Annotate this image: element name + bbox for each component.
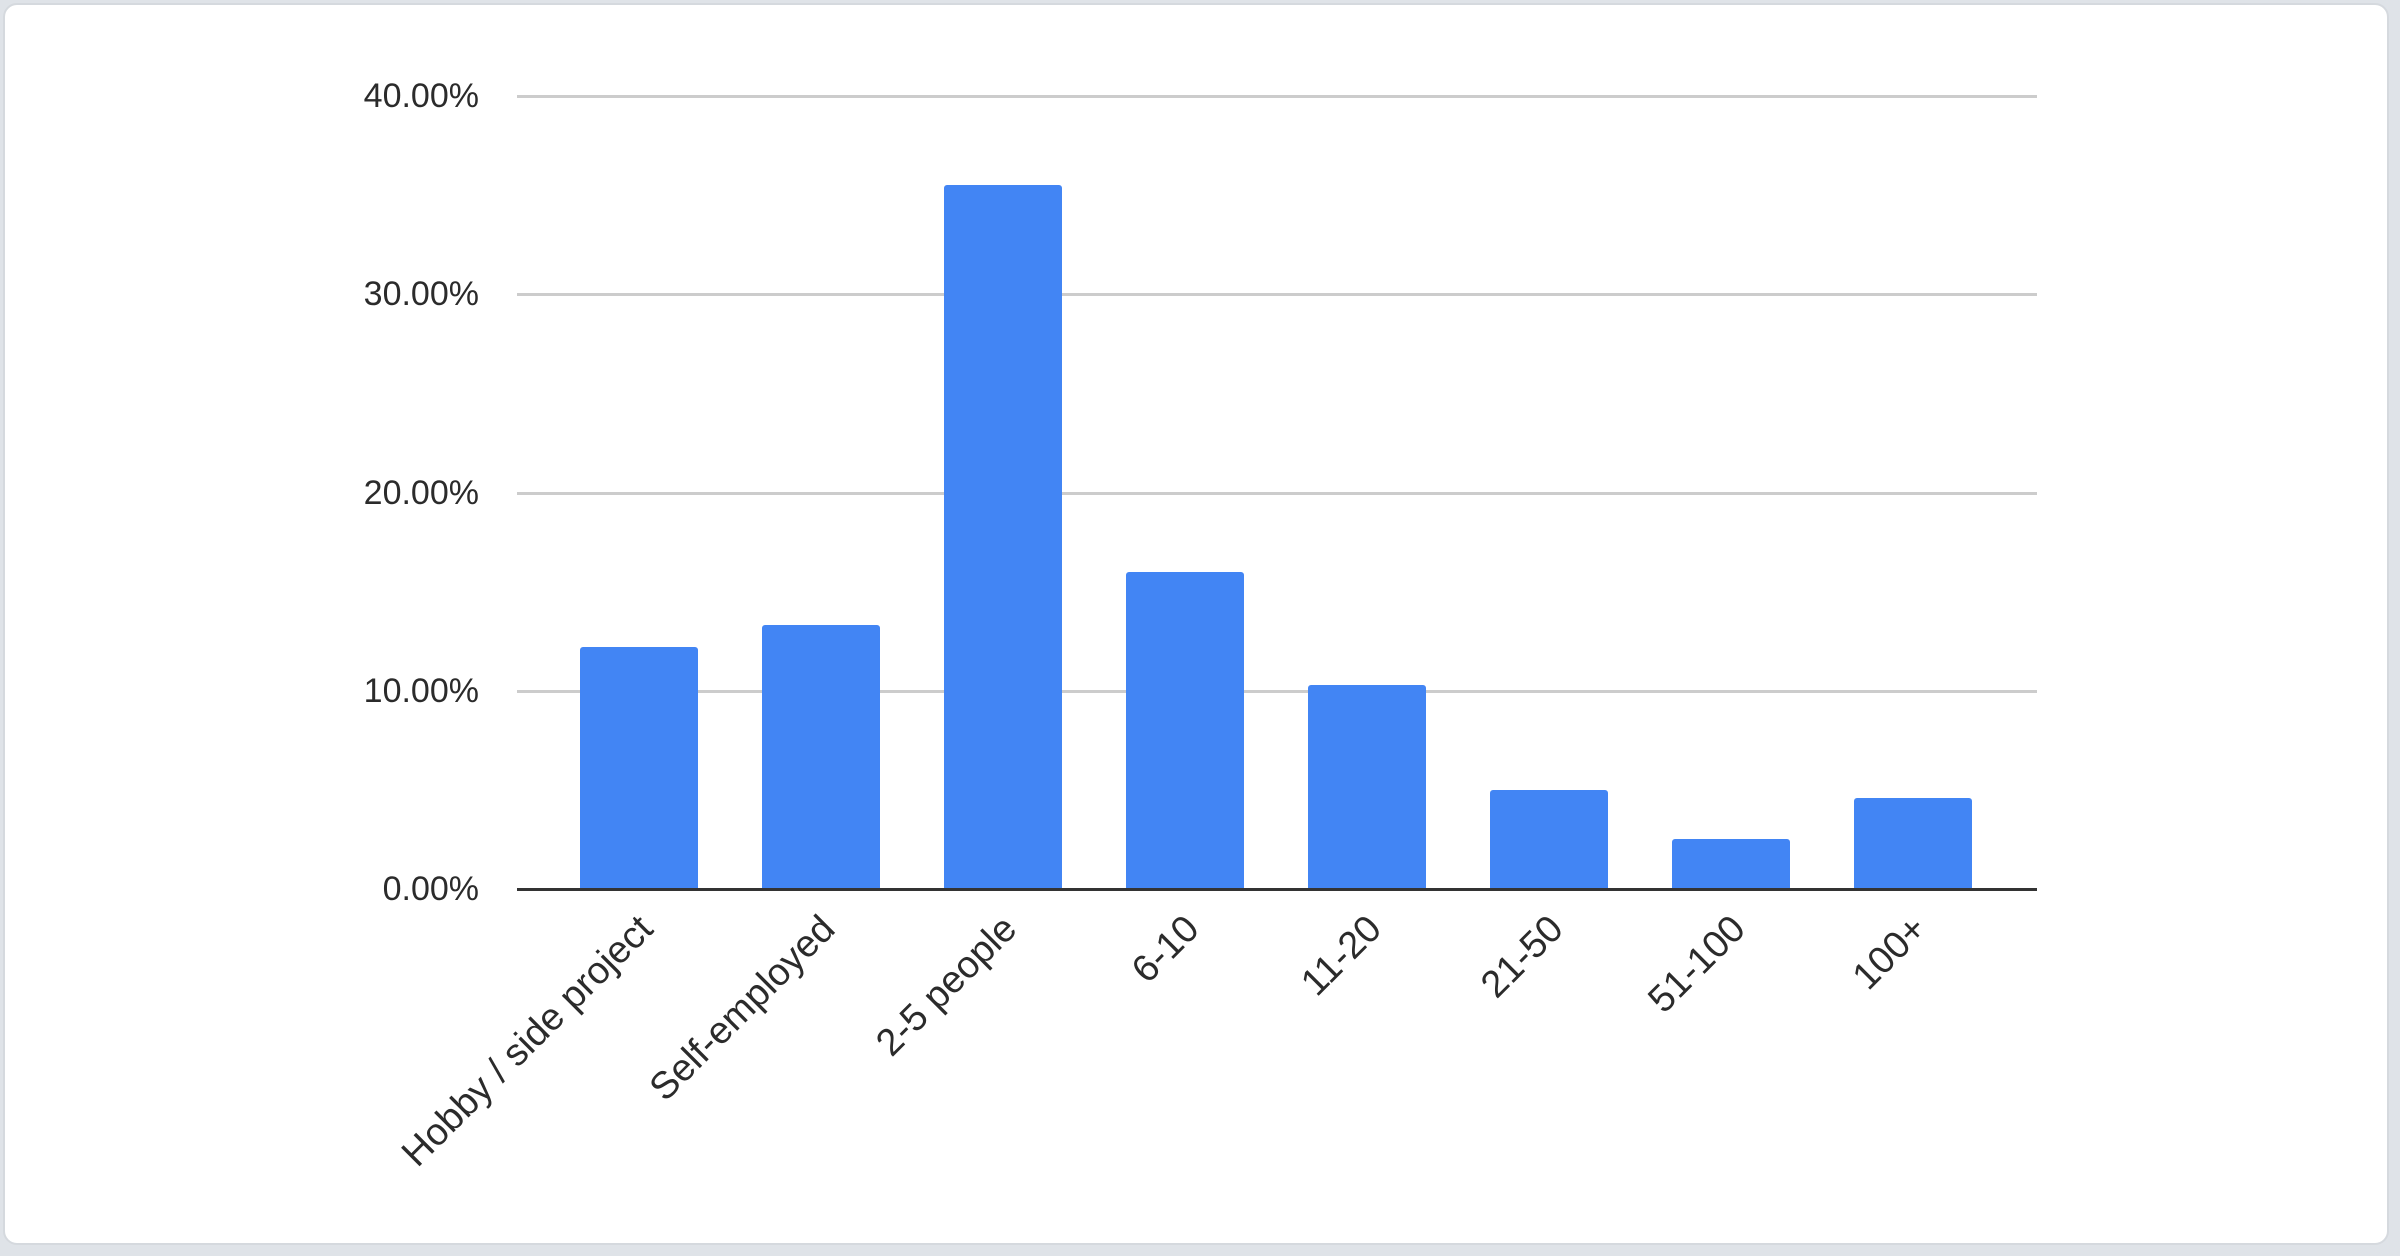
chart-card: 0.00% 10.00% 20.00% 30.00% 40.00% Hobby / sid… [3, 3, 2389, 1245]
bar-hobby-side-project[interactable] [580, 647, 698, 889]
x-axis-category-label: Self-employed [641, 907, 844, 1110]
bar-chart: 0.00% 10.00% 20.00% 30.00% 40.00% Hobby / sid… [5, 5, 2387, 1243]
bar-6-10[interactable] [1126, 571, 1244, 889]
x-axis-category-label: Hobby / side project [394, 907, 662, 1175]
gridline-10 [517, 689, 2037, 693]
gridline-30 [517, 293, 2037, 297]
x-axis-category-label: 11-20 [1292, 907, 1390, 1005]
x-axis-category-label: 51-100 [1640, 907, 1754, 1022]
bar-51-100[interactable] [1672, 839, 1790, 889]
x-axis-line [517, 888, 2037, 891]
bar-100[interactable] [1854, 797, 1972, 889]
bar-2-5-people[interactable] [944, 185, 1062, 889]
y-axis-tick-label: 0.00% [382, 870, 479, 908]
bar-21-50[interactable] [1490, 789, 1608, 889]
bar-self-employed[interactable] [762, 625, 880, 889]
y-axis-tick-label: 10.00% [363, 671, 479, 710]
x-axis-category-label: 2-5 people [868, 907, 1026, 1065]
gridline-20 [517, 491, 2037, 495]
gridline-40 [517, 95, 2037, 99]
y-axis-tick-label: 20.00% [363, 473, 479, 512]
x-axis-category-label: 6-10 [1123, 907, 1208, 992]
y-axis-tick-label: 30.00% [363, 275, 479, 314]
bar-11-20[interactable] [1308, 684, 1426, 889]
x-axis-category-label: 100+ [1845, 907, 1936, 998]
y-axis-tick-label: 40.00% [363, 77, 479, 116]
x-axis-category-label: 21-50 [1472, 907, 1572, 1007]
